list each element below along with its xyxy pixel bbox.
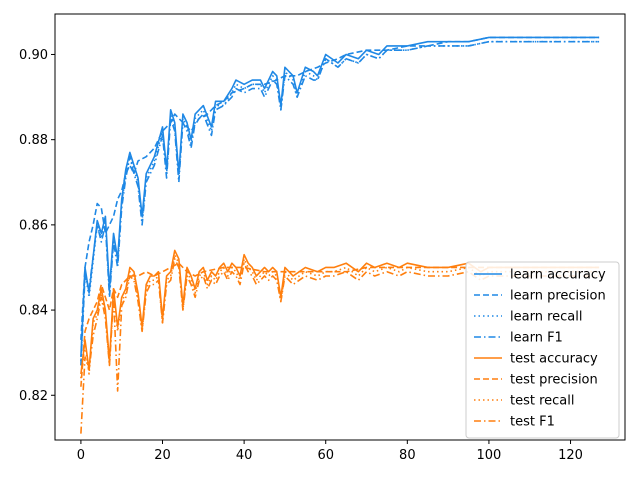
legend-label: test F1 <box>510 415 555 430</box>
y-tick-label: 0.84 <box>19 304 48 319</box>
legend-label: learn precision <box>510 289 606 304</box>
y-tick-label: 0.82 <box>19 389 48 404</box>
legend-label: learn accuracy <box>510 268 606 283</box>
series-line-test-F1 <box>80 258 600 434</box>
legend-box <box>465 261 620 439</box>
x-tick-label: 80 <box>399 448 416 463</box>
series-line-learn-F1 <box>80 40 600 366</box>
x-axis: 0 20 40 60 80 100 120 <box>77 440 583 463</box>
plot-lines <box>80 36 600 434</box>
legend: learn accuracy learn precision learn recal… <box>465 261 620 439</box>
legend-label: learn F1 <box>510 331 563 346</box>
series-line-test-accuracy <box>80 249 600 375</box>
legend-label: test precision <box>510 373 598 388</box>
series-line-learn-recall <box>80 40 600 362</box>
y-tick-label: 0.88 <box>19 133 48 148</box>
x-tick-label: 60 <box>317 448 334 463</box>
series-line-learn-accuracy <box>80 36 600 357</box>
legend-label: test recall <box>510 394 575 409</box>
x-tick-label: 120 <box>558 448 583 463</box>
x-tick-label: 100 <box>477 448 502 463</box>
y-tick-label: 0.90 <box>19 48 48 63</box>
x-tick-label: 0 <box>77 448 85 463</box>
x-tick-label: 40 <box>236 448 253 463</box>
series-line-test-recall <box>80 253 600 379</box>
x-tick-label: 20 <box>154 448 171 463</box>
y-axis: 0.82 0.84 0.86 0.88 0.90 <box>19 48 55 404</box>
legend-label: learn recall <box>510 310 582 325</box>
plot-frame <box>54 13 626 441</box>
y-tick-label: 0.86 <box>19 218 48 233</box>
legend-label: test accuracy <box>510 352 598 367</box>
